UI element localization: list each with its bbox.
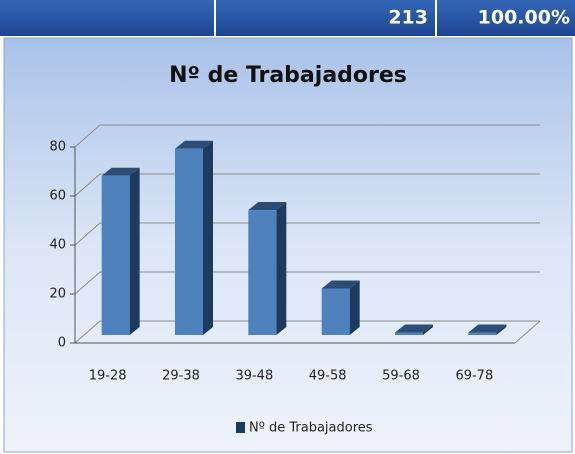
bar-top	[321, 280, 360, 289]
y-tick-label: 60	[49, 189, 66, 204]
x-tick-label: 49-58	[309, 369, 347, 384]
header-bar	[0, 0, 575, 36]
bar	[101, 167, 140, 335]
bar	[468, 324, 507, 335]
grid-line	[74, 222, 540, 246]
bar-front	[101, 175, 130, 335]
y-tick-label: 40	[49, 238, 66, 253]
chart-title: Nº de Trabajadores	[169, 63, 407, 88]
bar-side	[203, 140, 213, 335]
bar-front	[175, 148, 203, 335]
header-percent: 100.00%	[478, 7, 570, 29]
grid-line	[74, 124, 540, 148]
bar-front	[468, 332, 497, 335]
bar-side	[349, 280, 360, 335]
legend-swatch	[236, 422, 245, 433]
grid-line	[74, 271, 540, 295]
bar-side	[496, 324, 507, 335]
x-tick-label: 69-78	[455, 369, 493, 384]
bar-side	[129, 167, 140, 335]
floor-edge	[514, 320, 541, 344]
bar-side	[276, 202, 287, 335]
bar-front	[395, 332, 423, 335]
bar-top	[395, 324, 433, 333]
bar-top	[248, 202, 287, 211]
bar-front	[248, 210, 277, 335]
bar	[175, 140, 213, 335]
grid-line	[74, 320, 540, 344]
x-tick-label: 19-28	[89, 369, 127, 384]
bar-front	[321, 288, 350, 335]
bar	[321, 280, 360, 335]
chart-area	[3, 37, 573, 453]
bar-top	[468, 324, 507, 333]
bar-top	[175, 140, 213, 149]
x-tick-label: 29-38	[162, 369, 200, 384]
bar-top	[101, 167, 140, 176]
x-tick-label: 59-68	[382, 369, 420, 384]
header-total: 213	[388, 7, 428, 29]
x-tick-label: 39-48	[235, 369, 273, 384]
bar	[248, 202, 287, 335]
legend-label: Nº de Trabajadores	[249, 421, 373, 436]
y-tick-label: 20	[49, 287, 66, 302]
grid-line	[74, 173, 540, 197]
y-tick-label: 80	[49, 140, 66, 155]
bar-side	[423, 324, 433, 335]
y-tick-label: 0	[58, 336, 66, 351]
bar	[395, 324, 433, 335]
